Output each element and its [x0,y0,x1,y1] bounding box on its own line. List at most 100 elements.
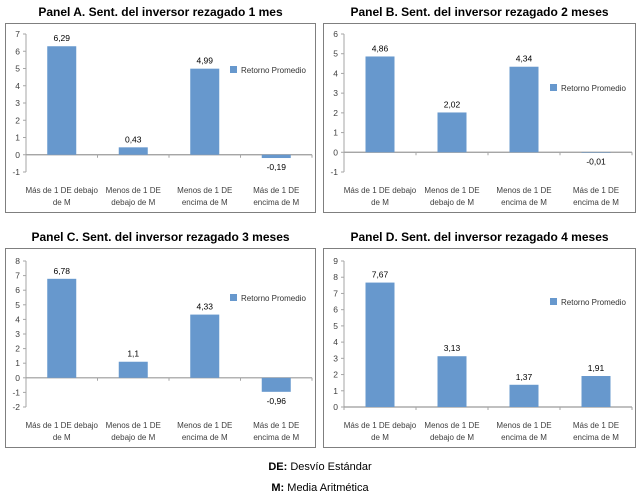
footnote-de-term: DE: [268,461,288,473]
category-label: encima de M [501,198,547,207]
bar-value-label: 3,13 [444,343,461,353]
panel-d-bar-chart: 0 1 2 3 4 5 6 7 8 9 7,67 Más de 1 DE debajo de M 3,13… [333,256,633,442]
y-tick-label: -1 [12,387,20,397]
category-label: Más de 1 DE debajo [344,186,417,195]
category-label: encima de M [501,433,547,442]
bar [581,152,611,153]
y-tick-label: 0 [15,373,20,383]
panel-c-bar-chart: -2 -1 0 1 2 3 4 5 6 7 8 6,78 Más de 1 DE debajo de M 1… [12,256,313,442]
category-label: Más de 1 DE [253,421,299,430]
category-label: Menos de 1 DE [106,421,161,430]
bar [47,46,77,155]
category-label: Más de 1 DE [253,186,299,195]
bar-value-label: 1,1 [127,349,139,359]
bar [509,66,539,153]
y-tick-label: 7 [15,29,20,39]
bar [365,56,395,153]
footnote-de: DE: Desvío Estándar [0,460,640,474]
y-tick-label: 5 [333,321,338,331]
category-label: Menos de 1 DE [106,186,161,195]
legend-swatch [230,294,237,301]
y-tick-label: -1 [330,167,338,177]
y-tick-label: 7 [333,288,338,298]
category-label: Menos de 1 DE [177,421,232,430]
category-label: encima de M [573,198,619,207]
bar [509,384,539,407]
footnote-m-definition: Media Aritmética [287,482,369,494]
panel-d-chart-area: 0 1 2 3 4 5 6 7 8 9 7,67 Más de 1 DE debajo de M 3,13… [323,248,636,448]
y-tick-label: 3 [333,353,338,363]
bar-value-label: 4,33 [196,302,213,312]
panel-c-title: Panel C. Sent. del inversor rezagado 3 m… [31,230,290,244]
y-tick-label: 4 [333,68,338,78]
category-label: debajo de M [111,433,155,442]
y-tick-label: 1 [15,133,20,143]
y-tick-label: 1 [333,386,338,396]
legend-label: Retorno Promedio [561,298,626,307]
category-label: encima de M [253,198,299,207]
category-label: de M [53,433,71,442]
category-label: de M [371,198,389,207]
category-label: Menos de 1 DE [177,186,232,195]
bar [118,361,148,378]
panel-a-bar-chart: -1 0 1 2 3 4 5 6 7 6,29 Más de 1 DE debajo de M 0,43… [12,29,313,207]
panel-c: Panel C. Sent. del inversor rezagado 3 m… [5,229,316,448]
category-label: encima de M [182,198,228,207]
y-tick-label: 0 [333,147,338,157]
y-tick-label: 6 [333,305,338,315]
bar [261,377,291,392]
bar-value-label: 4,34 [516,54,533,64]
legend-label: Retorno Promedio [241,66,306,75]
panel-d: Panel D. Sent. del inversor rezagado 4 m… [323,229,636,448]
bar-value-label: 7,67 [372,270,389,280]
bar-value-label: 2,02 [444,99,461,109]
y-tick-label: 6 [15,285,20,295]
category-label: Más de 1 DE debajo [344,421,417,430]
y-tick-label: 6 [333,29,338,39]
footnote-de-definition: Desvío Estándar [290,461,372,473]
category-label: Más de 1 DE [573,186,619,195]
category-label: Menos de 1 DE [496,421,551,430]
bar-value-label: 0,43 [125,134,142,144]
category-label: Menos de 1 DE [496,186,551,195]
y-tick-label: 1 [333,128,338,138]
panel-a-title: Panel A. Sent. del inversor rezagado 1 m… [38,5,283,19]
category-label: debajo de M [111,198,155,207]
category-label: encima de M [573,433,619,442]
y-tick-label: 3 [15,98,20,108]
category-label: Más de 1 DE debajo [26,186,99,195]
bar [365,282,395,407]
bar [118,147,148,155]
category-label: Menos de 1 DE [424,186,479,195]
y-tick-label: 3 [15,329,20,339]
y-tick-label: 4 [15,314,20,324]
bar [437,112,467,153]
category-label: encima de M [182,433,228,442]
category-label: debajo de M [430,433,474,442]
category-label: de M [371,433,389,442]
y-tick-label: 7 [15,271,20,281]
category-label: de M [53,198,71,207]
bar [437,356,467,407]
footnote-m: M: Media Aritmética [0,481,640,495]
panel-b-title: Panel B. Sent. del inversor rezagado 2 m… [350,5,609,19]
category-label: debajo de M [430,198,474,207]
panel-b: Panel B. Sent. del inversor rezagado 2 m… [323,4,636,213]
y-tick-label: 5 [15,64,20,74]
y-tick-label: 2 [333,370,338,380]
bar [261,154,291,159]
bar [581,376,611,407]
y-tick-label: 9 [333,256,338,266]
bar [47,278,77,378]
bar-value-label: 4,99 [196,56,213,66]
bar-value-label: 1,37 [516,372,533,382]
panel-b-bar-chart: -1 0 1 2 3 4 5 6 4,86 Más de 1 DE debajo de M 2,02 M… [330,29,633,207]
panel-a: Panel A. Sent. del inversor rezagado 1 m… [5,4,316,213]
bar-value-label: 6,29 [53,33,70,43]
y-tick-label: 8 [333,272,338,282]
category-label: Menos de 1 DE [424,421,479,430]
y-tick-label: 3 [333,88,338,98]
y-tick-label: 2 [15,344,20,354]
panel-d-title: Panel D. Sent. del inversor rezagado 4 m… [350,230,609,244]
